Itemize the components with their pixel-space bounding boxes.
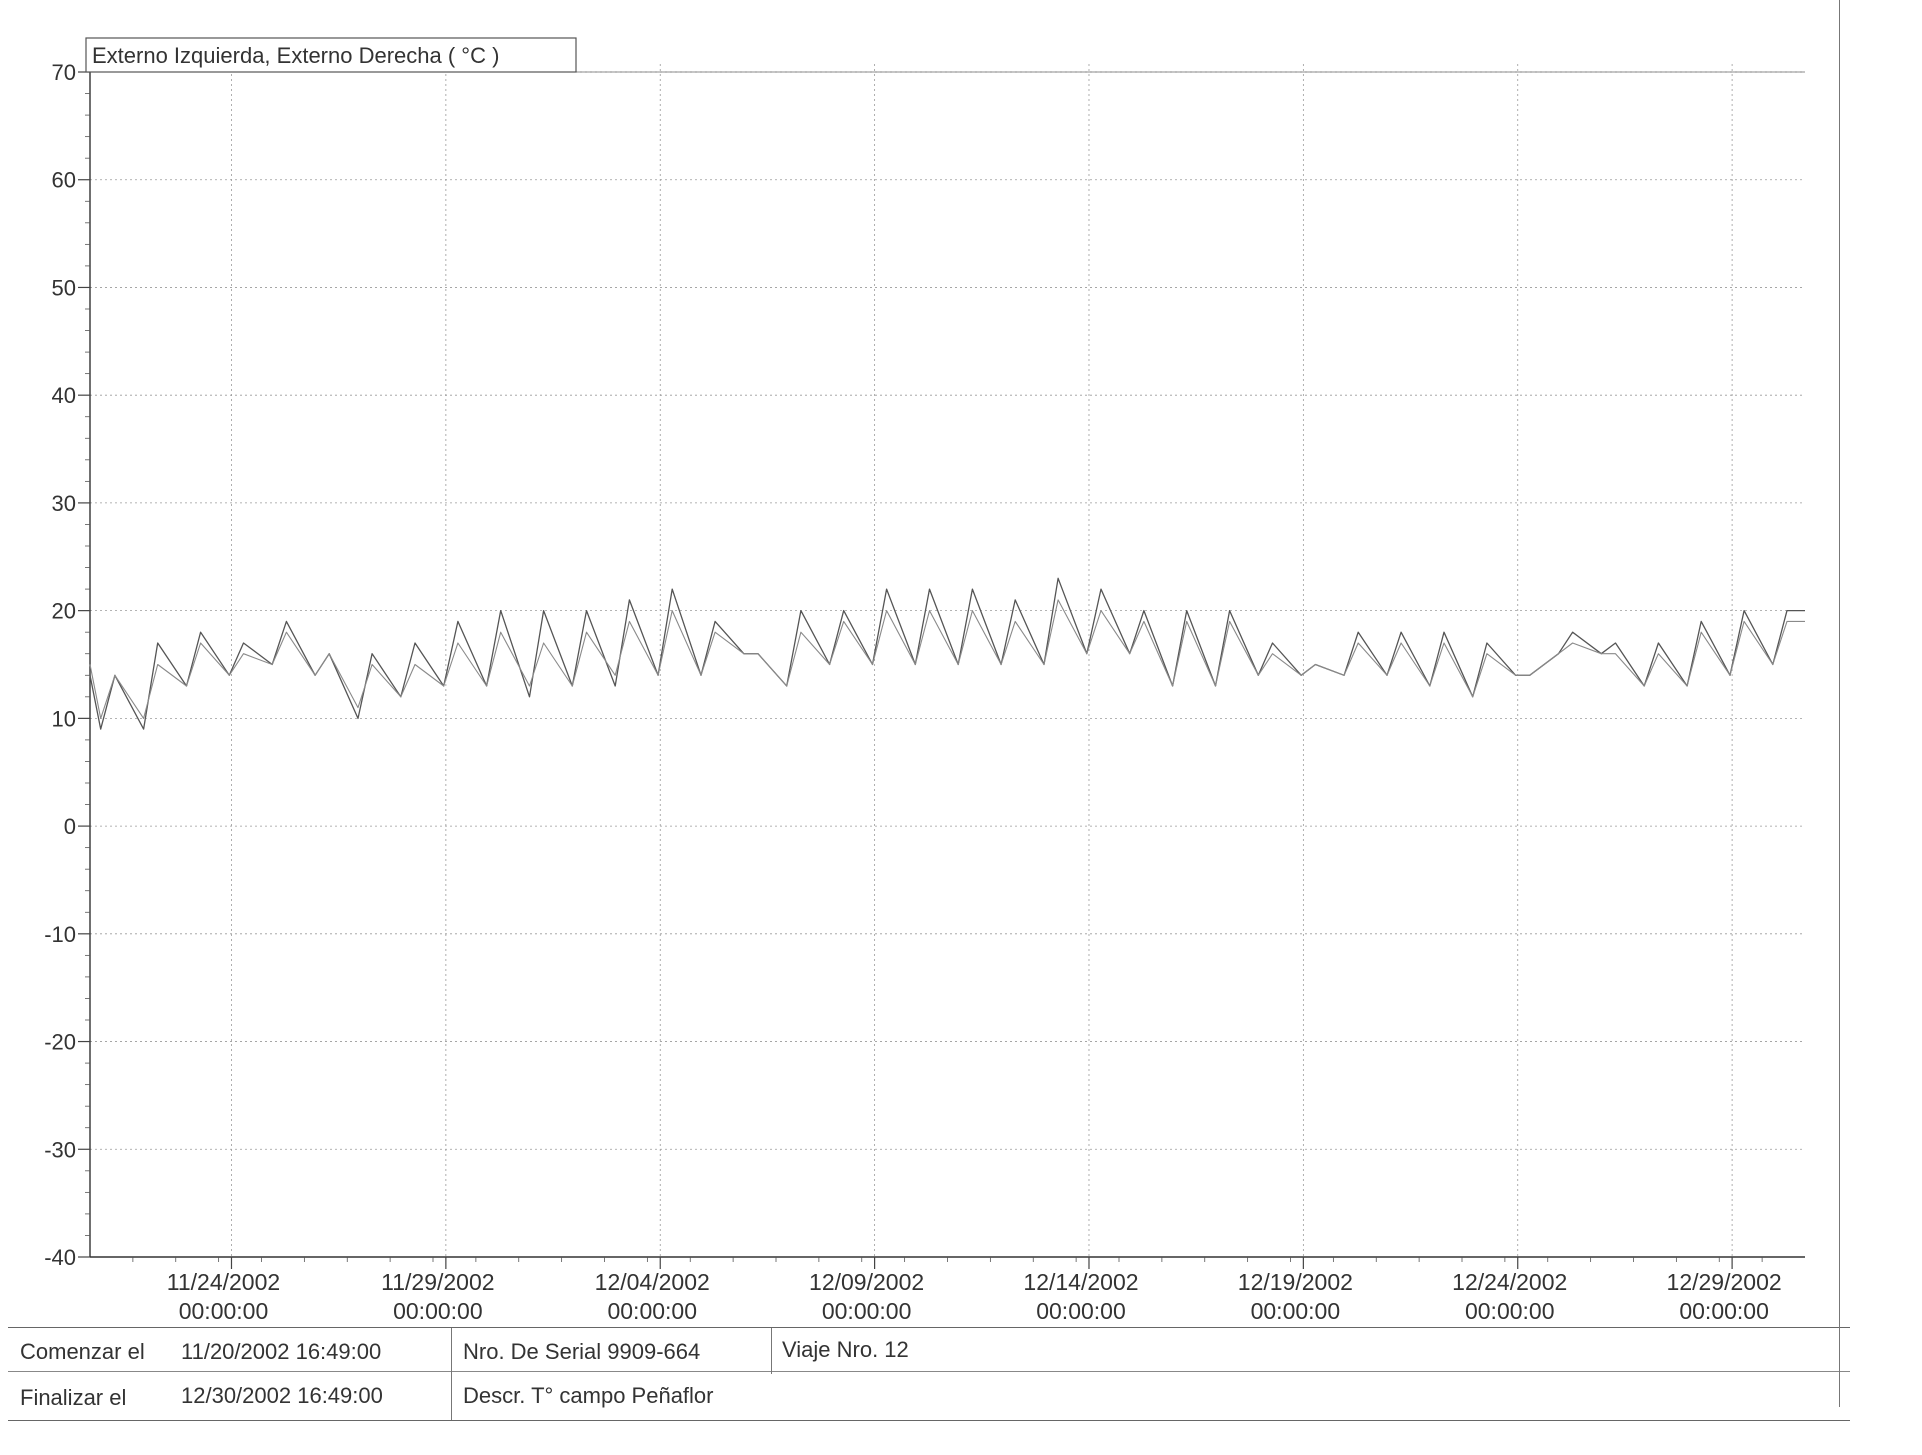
x-tick-label-time: 00:00:00 <box>1036 1298 1126 1324</box>
legend-title: Externo Izquierda, Externo Derecha ( °C … <box>92 43 499 68</box>
grid <box>90 64 1805 1258</box>
x-tick-label-date: 12/14/2002 <box>1023 1269 1138 1295</box>
page-right-border <box>1839 0 1840 1407</box>
x-tick-label-time: 00:00:00 <box>1251 1298 1341 1324</box>
x-axis-ticks: 11/24/2002 00:00:00 11/29/2002 00:00:00 12/0… <box>132 1257 1782 1324</box>
y-tick-label: 60 <box>52 168 76 193</box>
y-tick-label: -10 <box>44 922 76 947</box>
info-col-divider <box>451 1328 452 1420</box>
y-axis-ticks: 70 60 50 40 30 20 10 0 -10 -20 -30 -40 <box>44 60 90 1270</box>
y-tick-label: 70 <box>52 60 76 85</box>
x-tick-label-date: 11/24/2002 <box>167 1269 280 1295</box>
y-tick-label: 40 <box>52 383 76 408</box>
x-tick-label-date: 12/29/2002 <box>1667 1269 1782 1295</box>
y-tick-label: -40 <box>44 1245 76 1270</box>
x-tick-label-date: 12/04/2002 <box>595 1269 710 1295</box>
y-tick-label: -30 <box>44 1137 76 1162</box>
series-line-1 <box>89 577 1805 730</box>
x-tick-label-time: 00:00:00 <box>179 1298 269 1324</box>
y-tick-label: 30 <box>52 491 76 516</box>
x-tick-label-time: 00:00:00 <box>393 1298 483 1324</box>
series-lines <box>89 577 1805 730</box>
x-tick-label-date: 12/19/2002 <box>1238 1269 1353 1295</box>
y-tick-label: 10 <box>52 706 76 731</box>
legend-box: Externo Izquierda, Externo Derecha ( °C … <box>85 37 577 73</box>
x-tick-label-time: 00:00:00 <box>822 1298 912 1324</box>
y-tick-label: -20 <box>44 1030 76 1055</box>
axes <box>89 71 1805 1258</box>
y-tick-label: 50 <box>52 275 76 300</box>
series-line-2 <box>89 599 1805 719</box>
x-tick-label-time: 00:00:00 <box>607 1298 697 1324</box>
x-tick-label-time: 00:00:00 <box>1465 1298 1555 1324</box>
info-table: Comenzar el 11/20/2002 16:49:00 Nro. De … <box>8 1327 1850 1421</box>
serial-number: Nro. De Serial 9909-664 <box>463 1339 701 1364</box>
info-col-divider-2 <box>771 1328 772 1374</box>
end-label: Finalizar el <box>20 1385 127 1410</box>
x-tick-label-date: 12/24/2002 <box>1452 1269 1567 1295</box>
y-tick-label: 20 <box>52 599 76 624</box>
start-label: Comenzar el <box>20 1339 145 1364</box>
start-value: 11/20/2002 16:49:00 <box>181 1339 382 1364</box>
y-tick-label: 0 <box>64 814 76 839</box>
x-tick-label-date: 11/29/2002 <box>381 1269 494 1295</box>
trip-number: Viaje Nro. 12 <box>782 1337 909 1362</box>
end-value: 12/30/2002 16:49:00 <box>181 1383 383 1408</box>
x-tick-label-time: 00:00:00 <box>1679 1298 1769 1324</box>
info-row-divider <box>8 1371 1850 1372</box>
description: Descr. T° campo Peñaflor <box>463 1383 714 1408</box>
x-tick-label-date: 12/09/2002 <box>809 1269 924 1295</box>
